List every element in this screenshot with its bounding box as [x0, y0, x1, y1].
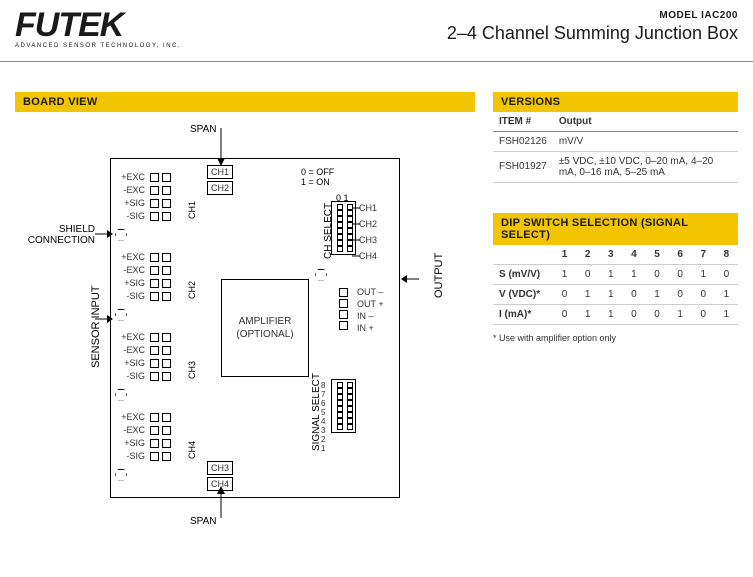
signal-select-dip — [331, 379, 356, 433]
span-bottom-arrow — [220, 486, 222, 518]
chsel-3: CH3 — [359, 235, 377, 245]
span-top-boxes: CH1 CH2 — [207, 165, 233, 195]
dip-note: * Use with amplifier option only — [493, 333, 738, 343]
vr0c1: mV/V — [553, 131, 738, 151]
off-on-legend: 0 = OFF 1 = ON — [301, 167, 334, 187]
dip-bar: DIP SWITCH SELECTION (SIGNAL SELECT) — [493, 213, 738, 245]
header: FUTEK ADVANCED SENSOR TECHNOLOGY, INC. M… — [0, 0, 753, 62]
hex-1 — [115, 229, 127, 241]
io-0: OUT – — [357, 287, 383, 297]
ch2-box: CH2 — [207, 181, 233, 195]
io-1: OUT + — [357, 299, 384, 309]
vr1c1: ±5 VDC, ±10 VDC, 0–20 mA, 4–20 mA, 0–16 … — [553, 151, 738, 182]
shield-label: SHIELD CONNECTION — [15, 224, 95, 246]
io-connector — [339, 287, 348, 331]
header-right: MODEL IAC200 2–4 Channel Summing Junctio… — [447, 10, 738, 44]
chsel-2: CH2 — [359, 219, 377, 229]
hex-3 — [115, 389, 127, 401]
output-label: OUTPUT — [433, 252, 445, 297]
ch4-side: CH4 — [187, 441, 197, 459]
hex-chsel — [315, 269, 327, 281]
logo-subtitle: ADVANCED SENSOR TECHNOLOGY, INC. — [15, 43, 181, 49]
io-3: IN + — [357, 323, 374, 333]
dip-table: 1 2 3 4 5 6 7 8 S (mV/V) 10 11 00 10 V (… — [493, 245, 738, 325]
content: BOARD VIEW SPAN SHIELD CONNECTION SENSOR… — [0, 62, 753, 518]
ch2-side: CH2 — [187, 281, 197, 299]
logo-text: FUTEK — [15, 10, 181, 41]
ch1-box: CH1 — [207, 165, 233, 179]
chsel-1: CH1 — [359, 203, 377, 213]
term-block-4: +EXC -EXC +SIG -SIG — [117, 411, 175, 463]
span-bottom-label: SPAN — [190, 516, 217, 527]
vh-0: ITEM # — [493, 112, 553, 132]
ch3-box: CH3 — [207, 461, 233, 475]
sensor-input-label: SENSOR INPUT — [90, 285, 102, 368]
versions-table: ITEM # Output FSH02126 mV/V FSH01927 ±5 … — [493, 112, 738, 183]
ch3-side: CH3 — [187, 361, 197, 379]
hex-2 — [115, 309, 127, 321]
output-arrow — [401, 278, 419, 280]
versions-bar: VERSIONS — [493, 92, 738, 112]
model-number: MODEL IAC200 — [447, 10, 738, 21]
vh-1: Output — [553, 112, 738, 132]
term-block-1: +EXC -EXC +SIG -SIG — [117, 171, 175, 223]
vr1c0: FSH01927 — [493, 151, 553, 182]
board-outline: CH1 CH2 CH3 CH4 0 = OFF 1 = ON 0 1 +EXC … — [110, 158, 400, 498]
term-block-3: +EXC -EXC +SIG -SIG — [117, 331, 175, 383]
vr0c0: FSH02126 — [493, 131, 553, 151]
board-view-bar: BOARD VIEW — [15, 92, 475, 112]
right-column: VERSIONS ITEM # Output FSH02126 mV/V FSH… — [493, 92, 738, 518]
chsel-4: CH4 — [359, 251, 377, 261]
span-top-label: SPAN — [190, 124, 217, 135]
ch1-side: CH1 — [187, 201, 197, 219]
amplifier-box: AMPLIFIER (OPTIONAL) — [221, 279, 309, 377]
hex-4 — [115, 469, 127, 481]
board-diagram: SPAN SHIELD CONNECTION SENSOR INPUT OUTP… — [15, 118, 475, 518]
term-block-2: +EXC -EXC +SIG -SIG — [117, 251, 175, 303]
chsel-lines — [352, 207, 360, 267]
product-title: 2–4 Channel Summing Junction Box — [447, 23, 738, 44]
left-column: BOARD VIEW SPAN SHIELD CONNECTION SENSOR… — [15, 92, 475, 518]
dip-nums: 8 7 6 5 4 3 2 1 — [321, 381, 325, 453]
logo-block: FUTEK ADVANCED SENSOR TECHNOLOGY, INC. — [15, 10, 181, 49]
io-2: IN – — [357, 311, 374, 321]
